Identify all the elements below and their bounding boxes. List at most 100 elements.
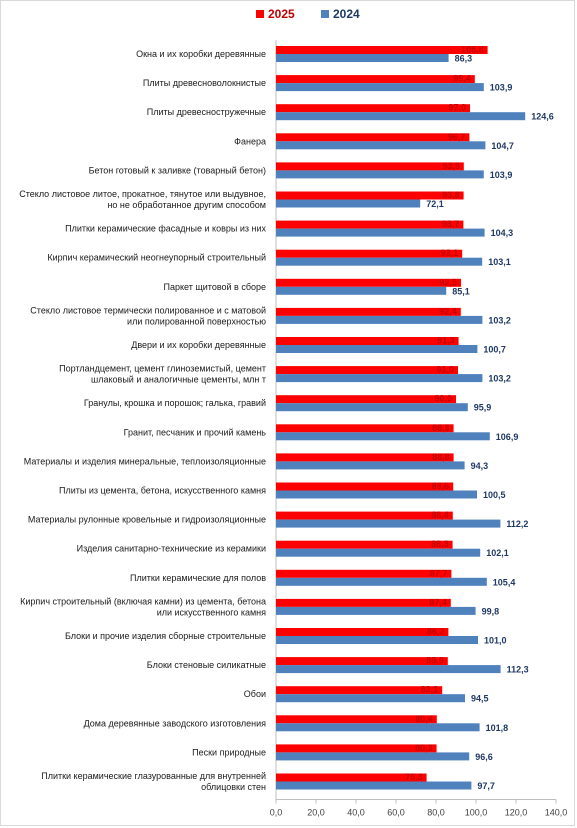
bar-2025 — [276, 104, 470, 113]
x-tick-label: 140,0 — [545, 808, 568, 818]
value-label-2025: 80,3 — [415, 743, 433, 753]
value-label-2024: 103,2 — [488, 374, 511, 384]
value-label-2024: 96,6 — [475, 752, 493, 762]
bar-2025 — [276, 628, 449, 636]
x-tick-label: 20,0 — [307, 808, 325, 818]
value-label-2025: 93,9 — [442, 161, 460, 171]
bar-2024 — [276, 723, 480, 732]
bar-2024 — [276, 228, 485, 237]
bar-2025 — [276, 395, 456, 404]
category-label: Фанера — [234, 136, 266, 146]
bar-2024 — [276, 548, 481, 557]
value-label-2024: 97,7 — [477, 781, 495, 791]
bar-2025 — [276, 569, 452, 578]
value-label-2025: 88,4 — [431, 510, 449, 520]
x-tick-label: 40,0 — [347, 808, 365, 818]
category-label: Дома деревянные заводского изготовления — [84, 718, 267, 728]
x-tick-label: 120,0 — [505, 808, 528, 818]
bar-2025 — [276, 133, 470, 142]
bar-2024 — [276, 461, 465, 470]
value-label-2025: 99,4 — [453, 74, 471, 84]
value-label-2024: 112,3 — [507, 665, 529, 675]
bar-2024 — [276, 374, 483, 383]
category-label: или полированной поверхностью — [127, 316, 266, 326]
bar-2025 — [276, 249, 463, 258]
bar-2024 — [276, 315, 483, 324]
value-label-2025: 83,1 — [421, 685, 439, 695]
bar-2024 — [276, 170, 484, 179]
category-label: Плитки керамические для полов — [130, 573, 266, 583]
value-label-2024: 99,8 — [482, 606, 500, 616]
bar-2024 — [276, 83, 484, 92]
value-label-2024: 103,1 — [488, 257, 511, 267]
value-label-2024: 85,1 — [452, 286, 470, 296]
bar-2025 — [276, 307, 461, 316]
value-label-2025: 87,7 — [430, 568, 448, 578]
bar-2025 — [276, 773, 427, 782]
value-label-2025: 80,4 — [415, 714, 433, 724]
value-label-2024: 124,6 — [531, 112, 554, 122]
bar-2024 — [276, 141, 486, 150]
bar-2025 — [276, 46, 488, 54]
category-label: Стекло листовое литое, прокатное, тянуто… — [19, 189, 266, 199]
bar-2024 — [276, 694, 465, 703]
bar-2025 — [276, 540, 453, 549]
value-label-2024: 104,7 — [491, 141, 514, 151]
value-label-2025: 97,0 — [448, 103, 466, 113]
x-tick-label: 60,0 — [387, 808, 405, 818]
value-label-2024: 106,9 — [496, 432, 519, 442]
category-label: облицовки стен — [201, 782, 266, 792]
value-label-2025: 88,8 — [432, 452, 450, 462]
legend-swatch-2024 — [321, 10, 329, 18]
bar-2024 — [276, 636, 478, 644]
value-label-2024: 102,1 — [486, 548, 509, 558]
value-label-2024: 95,9 — [474, 403, 492, 413]
bar-2025 — [276, 75, 475, 84]
value-label-2025: 88,6 — [432, 481, 450, 491]
category-label: Обои — [244, 689, 266, 699]
value-label-2024: 72,1 — [426, 199, 444, 209]
value-label-2024: 101,8 — [486, 723, 509, 733]
value-label-2025: 93,7 — [442, 219, 460, 229]
category-label: Окна и их коробки деревянные — [136, 49, 266, 59]
bar-2024 — [276, 403, 468, 412]
bar-2025 — [276, 686, 443, 695]
bar-2024 — [276, 432, 490, 441]
value-label-2025: 93,1 — [441, 248, 459, 258]
bar-2024 — [276, 519, 501, 528]
bar-2024 — [276, 199, 421, 208]
value-label-2025: 91,0 — [436, 365, 454, 375]
bar-2024 — [276, 606, 476, 615]
category-label: Материалы рулонные кровельные и гидроизо… — [28, 515, 266, 525]
legend-label-2024: 2024 — [333, 7, 360, 21]
value-label-2024: 103,2 — [488, 315, 511, 325]
category-label: Портландцемент, цемент глиноземистый, це… — [59, 364, 266, 374]
value-label-2024: 94,3 — [471, 461, 489, 471]
bar-2025 — [276, 191, 464, 200]
bar-2024 — [276, 781, 472, 790]
bar-2024 — [276, 752, 470, 761]
value-label-2025: 90,0 — [434, 394, 452, 404]
category-label: Материалы и изделия минеральные, теплоиз… — [24, 456, 266, 466]
bar-2025 — [276, 657, 448, 666]
value-label-2024: 103,9 — [490, 83, 513, 93]
category-label: Плитки керамические глазурованные для вн… — [41, 771, 266, 781]
category-label: Гранулы, крошка и порошок; галька, грави… — [84, 398, 266, 408]
category-label: Кирпич строительный (включая камни) из ц… — [20, 596, 266, 606]
legend-swatch-2025 — [256, 10, 264, 18]
category-label: Плиты древесноволокнистые — [143, 78, 266, 88]
value-label-2025: 88,3 — [431, 539, 449, 549]
bar-2025 — [276, 366, 458, 375]
value-label-2025: 88,8 — [432, 423, 450, 433]
category-label: Бетон готовый к заливке (товарный бетон) — [89, 165, 266, 175]
category-label: Стекло листовое термически полированное … — [30, 305, 266, 315]
value-label-2025: 75,3 — [405, 772, 423, 782]
bar-2024 — [276, 286, 447, 295]
category-label: шлаковый и аналогичные цементы, млн т — [91, 375, 266, 385]
bar-2025 — [276, 744, 437, 753]
value-label-2025: 92,5 — [439, 277, 457, 287]
category-label: Плитки керамические фасадные и ковры из … — [65, 224, 266, 234]
category-label: Двери и их коробки деревянные — [131, 340, 266, 350]
bar-2025 — [276, 453, 454, 462]
